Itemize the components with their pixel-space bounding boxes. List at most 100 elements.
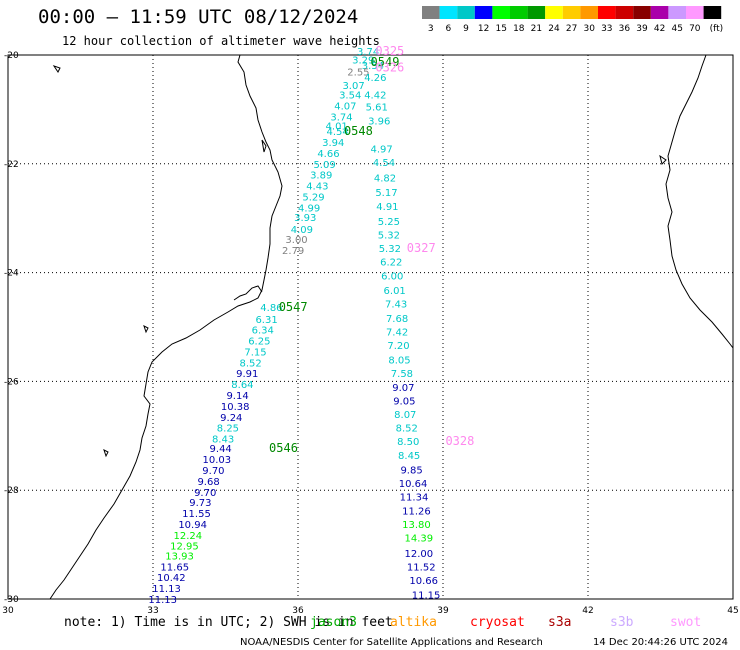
lat-lon-grid bbox=[7, 54, 734, 600]
wave-height-label: 4.66 bbox=[317, 149, 339, 160]
wave-height-labels: 3.743.293.542.554.263.073.54 4.424.07 5.61… bbox=[148, 47, 440, 606]
wave-height-label: 12.95 bbox=[170, 542, 199, 553]
wave-height-label: 9.14 bbox=[226, 391, 248, 402]
wave-height-label: 8.43 bbox=[212, 435, 234, 446]
footer: note: 1) Time is in UTC; 2) SWH is in fe… bbox=[64, 615, 728, 648]
wave-height-label: 9.44 bbox=[210, 444, 232, 455]
wave-height-label: 11.15 bbox=[412, 591, 441, 602]
satellite-legend-item: s3b bbox=[610, 615, 634, 630]
colorbar-swatch bbox=[510, 6, 528, 19]
wave-height-label: 8.50 bbox=[397, 437, 419, 448]
wave-height-label: 4.01 bbox=[326, 122, 348, 133]
wave-height-label: 5.61 bbox=[366, 103, 388, 114]
colorbar-swatch bbox=[439, 6, 458, 19]
wave-height-label: 5.25 bbox=[378, 217, 400, 228]
coast-islet bbox=[103, 449, 109, 458]
satellite-legend-item: cryosat bbox=[470, 615, 525, 630]
wave-height-label: 9.91 bbox=[236, 369, 258, 380]
footer-timestamp: 14 Dec 20:44:26 UTC 2024 bbox=[593, 637, 728, 648]
wave-height-label: 7.15 bbox=[244, 347, 266, 358]
wave-height-label: 6.34 bbox=[252, 326, 274, 337]
colorbar-label: 27 bbox=[566, 24, 577, 34]
pass-time-label: 0328 bbox=[445, 434, 474, 448]
colorbar-swatch bbox=[580, 6, 598, 19]
pass-time-label: 0547 bbox=[279, 300, 308, 314]
wave-height-label: 3.94 bbox=[322, 138, 344, 149]
colorbar-label: 24 bbox=[548, 24, 560, 34]
colorbar-swatch bbox=[650, 6, 669, 19]
satellite-legend-item: s3a bbox=[548, 615, 571, 630]
colorbar-swatch bbox=[703, 6, 722, 19]
pass-time-label: 0326 bbox=[375, 61, 404, 75]
wave-height-label: 9.05 bbox=[393, 396, 415, 407]
wave-height-label: 12.00 bbox=[405, 549, 434, 560]
wave-height-label: 11.65 bbox=[160, 562, 189, 573]
wave-height-label: 4.99 bbox=[298, 203, 320, 214]
wave-height-label: 8.52 bbox=[240, 358, 262, 369]
wave-height-label: 8.64 bbox=[231, 380, 253, 391]
wave-height-label: 2.79 bbox=[282, 246, 304, 257]
colorbar-label: 30 bbox=[583, 24, 595, 34]
wave-height-label: 13.93 bbox=[165, 551, 194, 562]
madagascar-coastline bbox=[665, 54, 734, 349]
wave-height-label: 8.45 bbox=[398, 451, 420, 462]
wave-height-label: 4.43 bbox=[306, 182, 328, 193]
colorbar-label: 18 bbox=[513, 24, 525, 34]
wave-height-label: 2.55 bbox=[347, 67, 369, 78]
colorbar-label: 12 bbox=[478, 24, 489, 34]
pass-time-label: 0325 bbox=[375, 44, 404, 58]
wave-height-label: 3.00 bbox=[285, 235, 307, 246]
pass-time-label: 0327 bbox=[407, 241, 436, 255]
colorbar-label: 15 bbox=[495, 24, 506, 34]
wave-height-label: 5.09 bbox=[313, 160, 335, 171]
wave-height-label: 7.43 bbox=[385, 300, 407, 311]
coast-islet bbox=[261, 139, 267, 153]
wave-height-label: 6.00 bbox=[381, 271, 403, 282]
wave-height-label: 11.52 bbox=[407, 562, 436, 573]
pass-time-label: 0548 bbox=[344, 124, 373, 138]
lon-tick-label: 42 bbox=[582, 606, 593, 616]
wave-height-label: 3.07 bbox=[342, 81, 364, 92]
lon-tick-label: 33 bbox=[147, 606, 158, 616]
colorbar-label: 42 bbox=[654, 24, 665, 34]
colorbar-swatch bbox=[562, 6, 581, 19]
wave-height-label: 4.97 bbox=[370, 145, 392, 156]
wave-height-label: 7.42 bbox=[386, 327, 408, 338]
wave-height-label: 9.70 bbox=[202, 466, 224, 477]
wave-height-label: 5.32 bbox=[378, 231, 400, 242]
wave-height-label: 3.93 bbox=[294, 213, 316, 224]
coast-islet bbox=[143, 325, 149, 334]
colorbar-label: 36 bbox=[619, 24, 631, 34]
wave-height-label: 4.09 bbox=[291, 225, 313, 236]
wave-height-label: 8.52 bbox=[396, 424, 418, 435]
colorbar-unit: (ft) bbox=[710, 24, 724, 34]
colorbar-swatch bbox=[527, 6, 546, 19]
wave-height-label: 11.34 bbox=[400, 493, 429, 504]
colorbar-label: 70 bbox=[689, 24, 701, 34]
wave-height-label: 11.26 bbox=[402, 506, 431, 517]
wave-height-label: 4.54 bbox=[327, 127, 349, 138]
african-coastline bbox=[49, 54, 283, 600]
wave-height-label: 6.01 bbox=[384, 286, 406, 297]
wave-height-label: 7.20 bbox=[387, 341, 409, 352]
wave-height-label: 3.74 bbox=[357, 47, 379, 58]
wave-height-label: 4.42 bbox=[364, 91, 386, 102]
wave-height-label: 9.73 bbox=[189, 498, 211, 509]
wave-height-label: 11.13 bbox=[152, 584, 181, 595]
pass-time-label: 0546 bbox=[269, 441, 298, 455]
wave-height-label: 3.54 bbox=[339, 91, 361, 102]
wave-height-label: 9.24 bbox=[220, 413, 242, 424]
lat-tick-label: -24 bbox=[4, 269, 19, 279]
wave-height-label: 3.29 bbox=[352, 55, 374, 66]
wave-height-label: 10.94 bbox=[178, 520, 207, 531]
wave-height-label: 3.74 bbox=[330, 112, 352, 123]
wave-height-label: 9.70 bbox=[194, 488, 216, 499]
wave-height-label: 11.55 bbox=[182, 509, 211, 520]
wave-height-label: 3.96 bbox=[368, 116, 390, 127]
colorbar-swatch bbox=[545, 6, 563, 19]
wave-height-label: 11.13 bbox=[148, 595, 177, 606]
lat-tick-label: -20 bbox=[4, 51, 19, 61]
wave-height-label: 12.24 bbox=[173, 531, 202, 542]
colorbar-label: 39 bbox=[636, 24, 648, 34]
